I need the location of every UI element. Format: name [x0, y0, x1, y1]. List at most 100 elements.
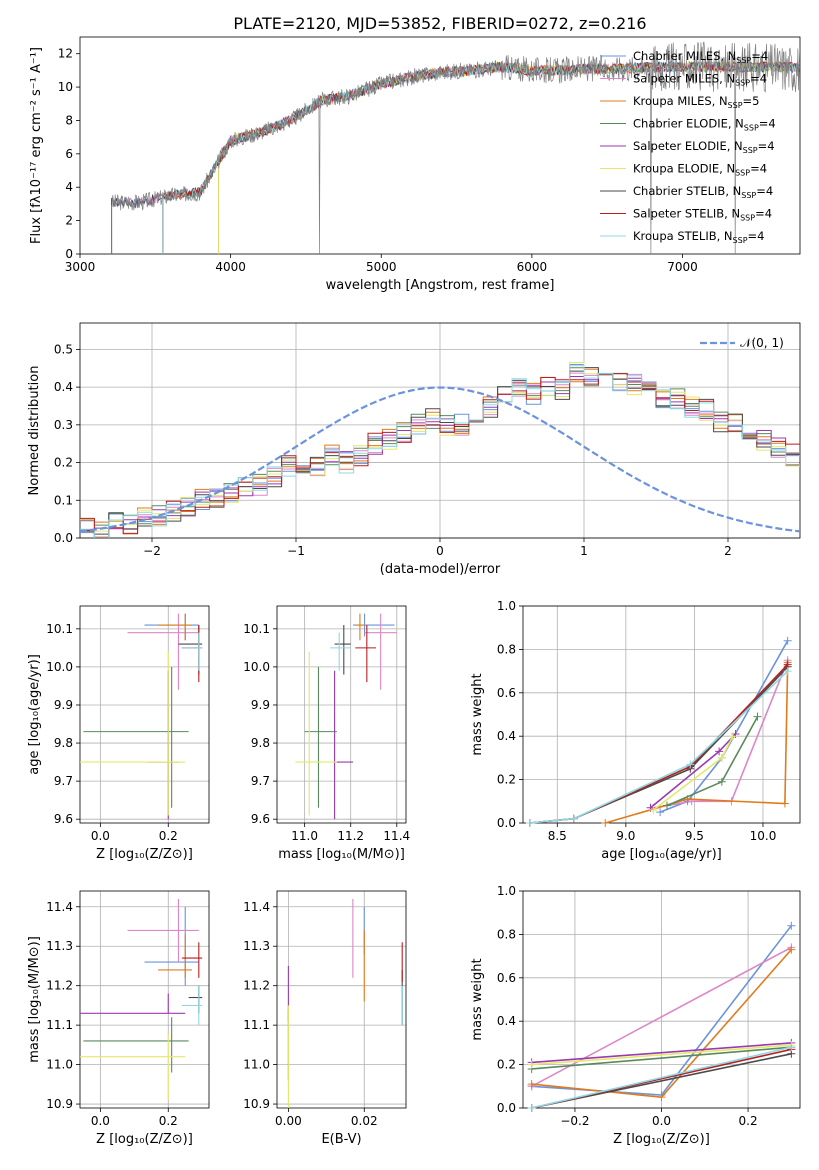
y-tick-label: 0.6 [497, 971, 516, 985]
legend-label: 𝒩(0, 1) [740, 336, 784, 350]
y-tick-label: 8 [65, 113, 73, 127]
model-spectrum-line [111, 61, 800, 254]
y-tick-label: 11.3 [46, 939, 73, 953]
x-tick-label: 11.4 [383, 829, 410, 843]
legend-label: Salpeter MILES, NSSP=4 [633, 72, 767, 88]
observed-spectrum-line [111, 41, 800, 254]
y-tick-label: 0.4 [497, 1014, 516, 1028]
y-tick-label: 0 [65, 247, 73, 261]
weight-line [531, 946, 792, 1088]
y-axis-label: mass [log₁₀(M/M⊙)] [27, 936, 42, 1063]
y-tick-label: 0.2 [497, 1058, 516, 1072]
weight_vs_age-lines [525, 636, 792, 827]
model-spectrum-line [111, 60, 800, 254]
x-tick-label: 8.5 [548, 829, 567, 843]
y-tick-label: 11.2 [46, 979, 73, 993]
weight-marker [787, 1043, 796, 1052]
x-tick-label: 4000 [215, 260, 246, 274]
x-tick-label: −0.2 [560, 1114, 589, 1128]
y-tick-label: 0.0 [54, 531, 73, 545]
legend-label: Kroupa STELIB, NSSP=4 [633, 229, 764, 245]
x-axis-label: Z [log₁₀(Z/Z⊙)] [96, 1132, 193, 1147]
weight-marker [753, 712, 762, 721]
x-tick-label: 10.0 [750, 829, 777, 843]
y-tick-label: 11.1 [46, 1018, 73, 1032]
y-tick-label: 0.0 [497, 1101, 516, 1115]
x-tick-label: 11.0 [291, 829, 318, 843]
y-tick-label: 9.9 [54, 698, 73, 712]
weight-marker [686, 760, 695, 769]
y-tick-label: 11.0 [243, 1058, 270, 1072]
weight-marker [527, 1104, 536, 1112]
age_vs_Z-points [80, 613, 203, 820]
legend-label: Chabrier MILES, NSSP=4 [633, 49, 768, 65]
axes-frame [522, 605, 801, 824]
y-tick-label: 0.4 [497, 729, 516, 743]
x-axis-label: mass [log₁₀(M/M⊙)] [278, 847, 405, 862]
y-tick-label: 11.4 [243, 900, 270, 914]
weight-marker [717, 777, 726, 786]
histogram-step-line [80, 365, 800, 538]
x-tick-label: 0.0 [91, 1114, 110, 1128]
x-tick-label: 2 [724, 544, 732, 558]
y-tick-label: 0.2 [54, 456, 73, 470]
y-axis-label: mass weight [470, 958, 485, 1040]
y-axis-label: age [log₁₀(age/yr)] [27, 654, 42, 775]
model-spectrum-line [162, 60, 800, 254]
x-axis-label: (data-model)/error [380, 562, 501, 577]
y-tick-label: 0.2 [497, 773, 516, 787]
x-tick-label: 0.2 [159, 829, 178, 843]
model-spectrum-line [218, 60, 800, 254]
legend-label: Salpeter ELODIE, NSSP=4 [633, 139, 775, 155]
legend-label: Kroupa ELODIE, NSSP=4 [633, 162, 767, 178]
axes-frame [79, 890, 210, 1109]
y-tick-label: 9.8 [54, 736, 73, 750]
x-axis-label: Z [log₁₀(Z/Z⊙)] [96, 847, 193, 862]
weight-marker [527, 1080, 536, 1089]
y-tick-label: 10 [58, 80, 73, 94]
y-tick-label: 12 [58, 47, 73, 61]
y-tick-label: 9.6 [54, 812, 73, 826]
weight-line [531, 1042, 792, 1064]
weight-line [653, 660, 789, 809]
weight-line [659, 640, 789, 813]
spectrum-legend: Chabrier MILES, NSSP=4 Salpeter MILES, NS… [600, 49, 776, 245]
mass_vs_EBV-axes: 0.00 0.02 10.9 11.0 11.1 11.2 11.3 11.4 E(B-V) [243, 890, 407, 1147]
y-tick-label: 1.0 [497, 599, 516, 613]
x-tick-label: 0 [436, 544, 444, 558]
weight_vs_Z-axes: −0.2 0.0 0.2 0.0 0.2 0.4 0.6 0.8 1.0 Z [log₁₀(Z/Z… [470, 884, 801, 1147]
weight-line [529, 670, 789, 824]
gaussian-curve [80, 386, 800, 533]
weight-line [666, 716, 759, 807]
axes-frame [276, 605, 407, 824]
weight-marker [657, 1093, 666, 1102]
y-tick-label: 11.3 [243, 939, 270, 953]
axes-frame [522, 890, 801, 1109]
histogram-step-line [80, 373, 800, 538]
mass_vs_EBV-points [287, 898, 403, 1108]
weight-marker [783, 667, 792, 676]
y-tick-label: 0.8 [497, 927, 516, 941]
weight-line [531, 1044, 792, 1066]
residual_histogram-axes: −2 −1 0 1 2 0.0 0.1 0.2 0.3 0.4 0.5 (data-model)/er… [27, 322, 801, 577]
x-tick-label: 0.0 [91, 829, 110, 843]
figure-title: PLATE=2120, MJD=53852, FIBERID=0272, z=0… [233, 14, 646, 33]
mass_vs_Z-axes: 0.0 0.2 10.9 11.0 11.1 11.2 11.3 11.4 Z [log₁₀(Z… [27, 890, 210, 1147]
x-tick-label: 0.00 [275, 1114, 302, 1128]
spectrum-lines [111, 41, 800, 254]
x-tick-label: 3000 [65, 260, 96, 274]
legend-label: Chabrier ELODIE, NSSP=4 [633, 117, 776, 133]
mass_vs_Z-points [80, 898, 203, 1101]
y-tick-label: 10.9 [46, 1097, 73, 1111]
histogram-steps [80, 362, 800, 538]
y-tick-label: 1.0 [497, 884, 516, 898]
x-axis-label: E(B-V) [321, 1132, 361, 1147]
y-tick-label: 9.7 [54, 774, 73, 788]
weight-marker [569, 814, 578, 823]
weight-marker [717, 753, 726, 762]
legend-label: Kroupa MILES, NSSP=5 [633, 94, 759, 110]
y-axis-label: Normed distribution [27, 366, 42, 496]
weight-line [529, 666, 789, 824]
x-tick-label: −1 [287, 544, 305, 558]
